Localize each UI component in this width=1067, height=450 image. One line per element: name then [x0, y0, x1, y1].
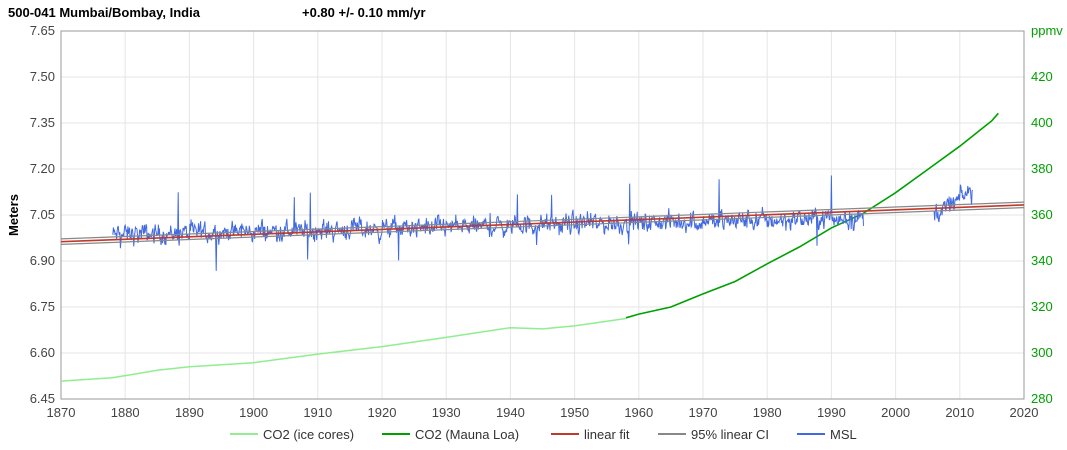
series-co2-mauna-loa	[625, 112, 999, 319]
y2-tick-label: 420	[1031, 69, 1053, 84]
msl-segment	[933, 184, 974, 223]
legend-item: CO2 (Mauna Loa)	[382, 427, 519, 442]
x-tick-label: 1900	[239, 405, 268, 420]
y2-tick-label: 320	[1031, 299, 1053, 314]
legend-label: MSL	[830, 427, 857, 442]
legend-item: 95% linear CI	[658, 427, 769, 442]
y-tick-label: 7.65	[30, 23, 55, 38]
y-tick-label: 6.75	[30, 299, 55, 314]
x-tick-label: 2000	[881, 405, 910, 420]
x-tick-label: 2020	[1010, 405, 1039, 420]
x-tick-label: 1950	[560, 405, 589, 420]
y-tick-label: 7.20	[30, 161, 55, 176]
x-tick-label: 1920	[368, 405, 397, 420]
trend-label: +0.80 +/- 0.10 mm/yr	[302, 5, 426, 20]
legend-label: linear fit	[584, 427, 630, 442]
legend-label: CO2 (Mauna Loa)	[415, 427, 519, 442]
y-tick-label: 6.60	[30, 345, 55, 360]
x-tick-label: 2010	[945, 405, 974, 420]
legend: CO2 (ice cores) CO2 (Mauna Loa) linear fit…	[230, 427, 857, 442]
y-tick-label: 7.05	[30, 207, 55, 222]
y-tick-label: 7.35	[30, 115, 55, 130]
y2-tick-label: 300	[1031, 345, 1053, 360]
series-co2-ice-cores	[60, 317, 627, 382]
y-tick-label: 7.50	[30, 69, 55, 84]
x-tick-label: 1960	[624, 405, 653, 420]
station-title: 500-041 Mumbai/Bombay, India	[8, 5, 200, 20]
legend-item: CO2 (ice cores)	[230, 427, 354, 442]
legend-label: CO2 (ice cores)	[263, 427, 354, 442]
series-linear-fit	[60, 204, 1025, 243]
y2-axis-title: ppmv	[1031, 23, 1063, 38]
x-tick-label: 1870	[47, 405, 76, 420]
y2-tick-label: 280	[1031, 391, 1053, 406]
x-tick-label: 1970	[689, 405, 718, 420]
series-ci-upper	[60, 201, 1025, 240]
y2-tick-label: 340	[1031, 253, 1053, 268]
legend-item: MSL	[797, 427, 857, 442]
x-tick-label: 1910	[303, 405, 332, 420]
y2-tick-label: 360	[1031, 207, 1053, 222]
y-axis-title: Meters	[6, 194, 21, 236]
y-tick-label: 6.45	[30, 391, 55, 406]
plot-frame	[60, 30, 1025, 400]
x-tick-label: 1880	[111, 405, 140, 420]
x-tick-label: 1980	[753, 405, 782, 420]
y2-tick-label: 400	[1031, 115, 1053, 130]
y-tick-label: 6.90	[30, 253, 55, 268]
x-tick-label: 1990	[817, 405, 846, 420]
x-tick-label: 1940	[496, 405, 525, 420]
legend-item: linear fit	[551, 427, 630, 442]
series-ci-lower	[60, 207, 1025, 245]
x-tick-label: 1890	[175, 405, 204, 420]
legend-label: 95% linear CI	[691, 427, 769, 442]
y2-tick-label: 380	[1031, 161, 1053, 176]
x-tick-label: 1930	[432, 405, 461, 420]
